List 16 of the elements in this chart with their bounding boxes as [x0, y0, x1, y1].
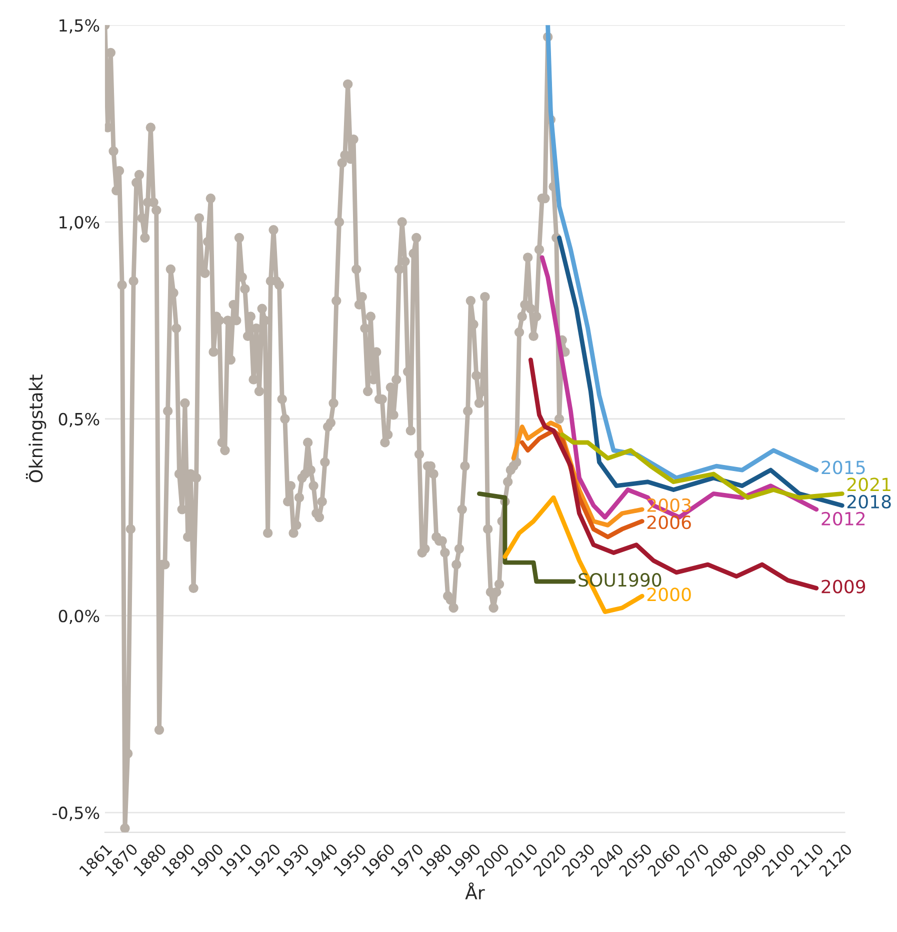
series-label: 2021	[847, 478, 890, 492]
y-tick-label: 1,0%	[60, 216, 100, 230]
y-axis-title: Ökningstakt	[26, 374, 46, 482]
series-label: 2000	[647, 588, 691, 602]
series-label: 2015	[822, 460, 865, 474]
series-label: 2009	[822, 580, 866, 594]
line-series	[477, 491, 576, 584]
series-label: 2018	[847, 494, 891, 509]
y-tick-label: 0,0%	[58, 610, 100, 624]
series-label: 2006	[647, 516, 691, 530]
y-tick-label: 0,5%	[58, 412, 100, 428]
line-series	[546, 25, 819, 480]
series-label: 2012	[822, 512, 865, 526]
x-axis-title: År	[465, 882, 485, 900]
y-tick-label: -0,5%	[52, 806, 100, 821]
y-tick-label: 1,5%	[60, 19, 100, 34]
